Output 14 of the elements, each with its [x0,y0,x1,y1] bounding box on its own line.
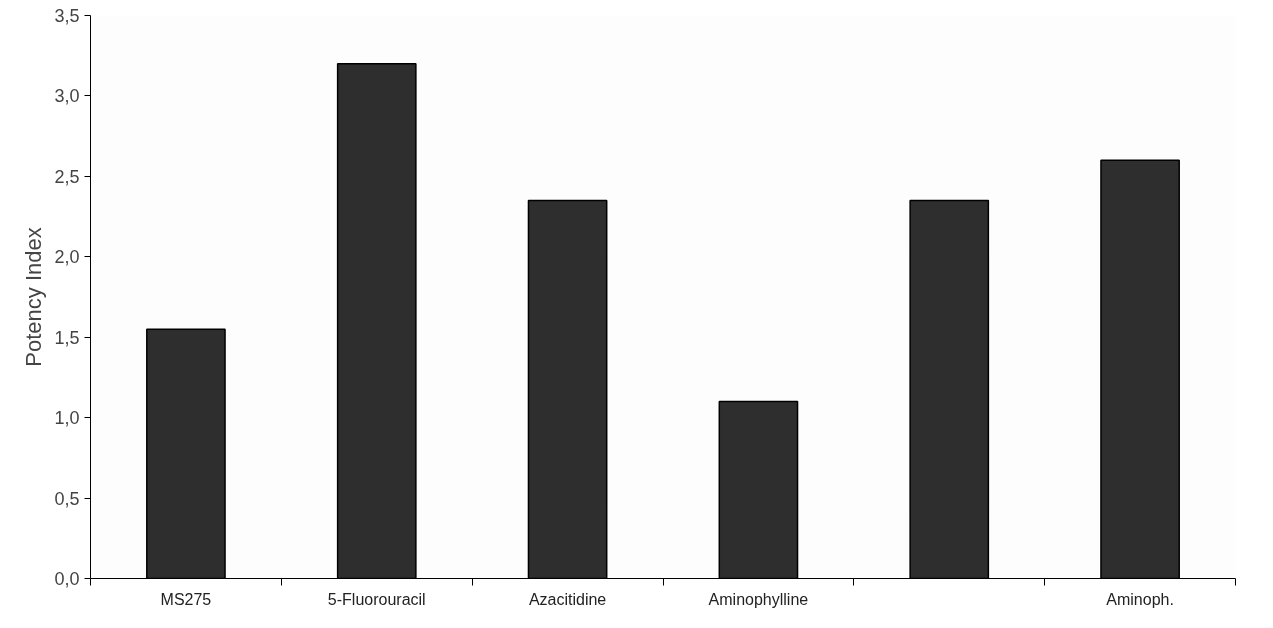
y-axis-title: Potency Index [21,227,47,367]
x-tick-label: Aminophylline [708,590,809,608]
y-tick-label: 0,0 [54,569,80,589]
y-tick-label: 2,0 [54,247,80,268]
y-tick-label: 3,0 [54,86,80,107]
y-tick-label: 3,5 [54,6,80,26]
x-tick-label: 5-Fluorouracil [327,590,426,608]
x-tick-label: Aminoph. [1106,590,1174,608]
y-tick-label: 1,0 [54,408,80,429]
y-tick-label: 2,5 [54,166,80,187]
y-tick-label: 1,5 [54,327,80,348]
y-tick-label: 0,5 [54,488,80,509]
x-tick-label: Azacitidine [528,590,607,608]
x-tick-label: MS275 [160,590,212,608]
